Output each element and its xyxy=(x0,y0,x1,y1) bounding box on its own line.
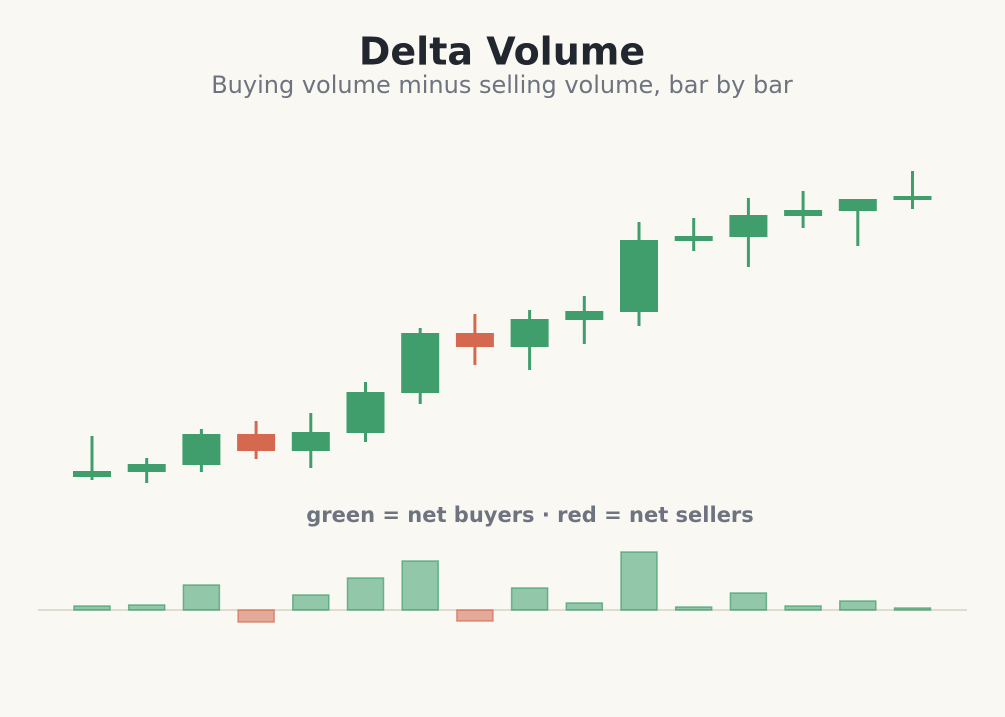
delta-bar xyxy=(73,605,111,611)
delta-bar xyxy=(893,607,932,611)
chart-subtitle: Buying volume minus selling volume, bar … xyxy=(211,71,793,99)
delta-bar xyxy=(292,594,330,611)
candle-body xyxy=(291,432,330,451)
delta-bar xyxy=(839,600,877,611)
candle-body xyxy=(401,333,440,393)
candle-body xyxy=(346,392,385,433)
delta-bar xyxy=(401,560,439,611)
candle-body xyxy=(674,236,713,241)
delta-bar xyxy=(674,606,713,611)
candle-body xyxy=(620,240,658,312)
delta-bar xyxy=(620,551,658,611)
candle-body xyxy=(73,471,111,477)
candle-body xyxy=(182,434,221,465)
candle-body xyxy=(565,311,604,320)
delta-bar xyxy=(456,609,494,622)
annotation: green = net buyers · red = net sellers xyxy=(306,503,754,527)
candle-body xyxy=(729,215,768,237)
delta-bar xyxy=(237,609,275,623)
candle-body xyxy=(455,333,494,347)
chart-title: Delta Volume xyxy=(359,30,645,74)
delta-bar xyxy=(127,604,166,611)
delta-bar xyxy=(729,592,768,611)
delta-bar xyxy=(784,605,822,611)
candle-body xyxy=(127,464,166,472)
candle-body xyxy=(838,199,877,211)
candle-body xyxy=(237,434,276,451)
delta-bar xyxy=(510,587,549,611)
candle-body xyxy=(784,210,823,216)
delta-bar xyxy=(346,577,385,611)
delta-bar xyxy=(565,602,604,611)
candle-body xyxy=(510,319,549,347)
delta-bar xyxy=(182,584,221,611)
candle-body xyxy=(893,196,932,200)
